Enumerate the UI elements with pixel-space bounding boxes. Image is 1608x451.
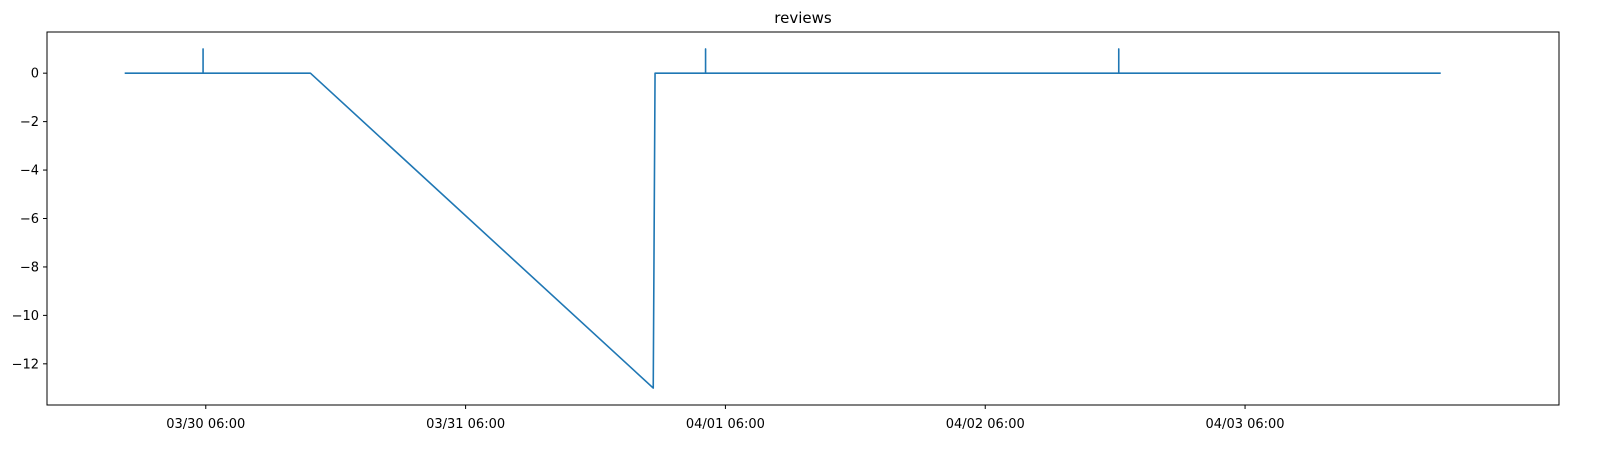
y-tick-label-1: −2 <box>20 115 39 130</box>
series-line-0 <box>124 48 1441 389</box>
x-tick-label-1: 03/31 06:00 <box>426 417 505 432</box>
y-tick-label-2: −4 <box>20 164 39 179</box>
chart-title: reviews <box>774 9 832 27</box>
x-tick-label-4: 04/03 06:00 <box>1206 417 1285 432</box>
x-tick-label-3: 04/02 06:00 <box>946 417 1025 432</box>
y-tick-label-3: −6 <box>20 212 39 227</box>
x-tick-label-2: 04/01 06:00 <box>686 417 765 432</box>
plot-frame <box>46 31 1560 406</box>
y-tick-label-6: −12 <box>12 357 39 372</box>
x-tick-label-0: 03/30 06:00 <box>166 417 245 432</box>
y-tick-label-5: −10 <box>12 309 39 324</box>
y-tick-label-4: −8 <box>20 260 39 275</box>
y-tick-label-0: 0 <box>31 67 39 82</box>
